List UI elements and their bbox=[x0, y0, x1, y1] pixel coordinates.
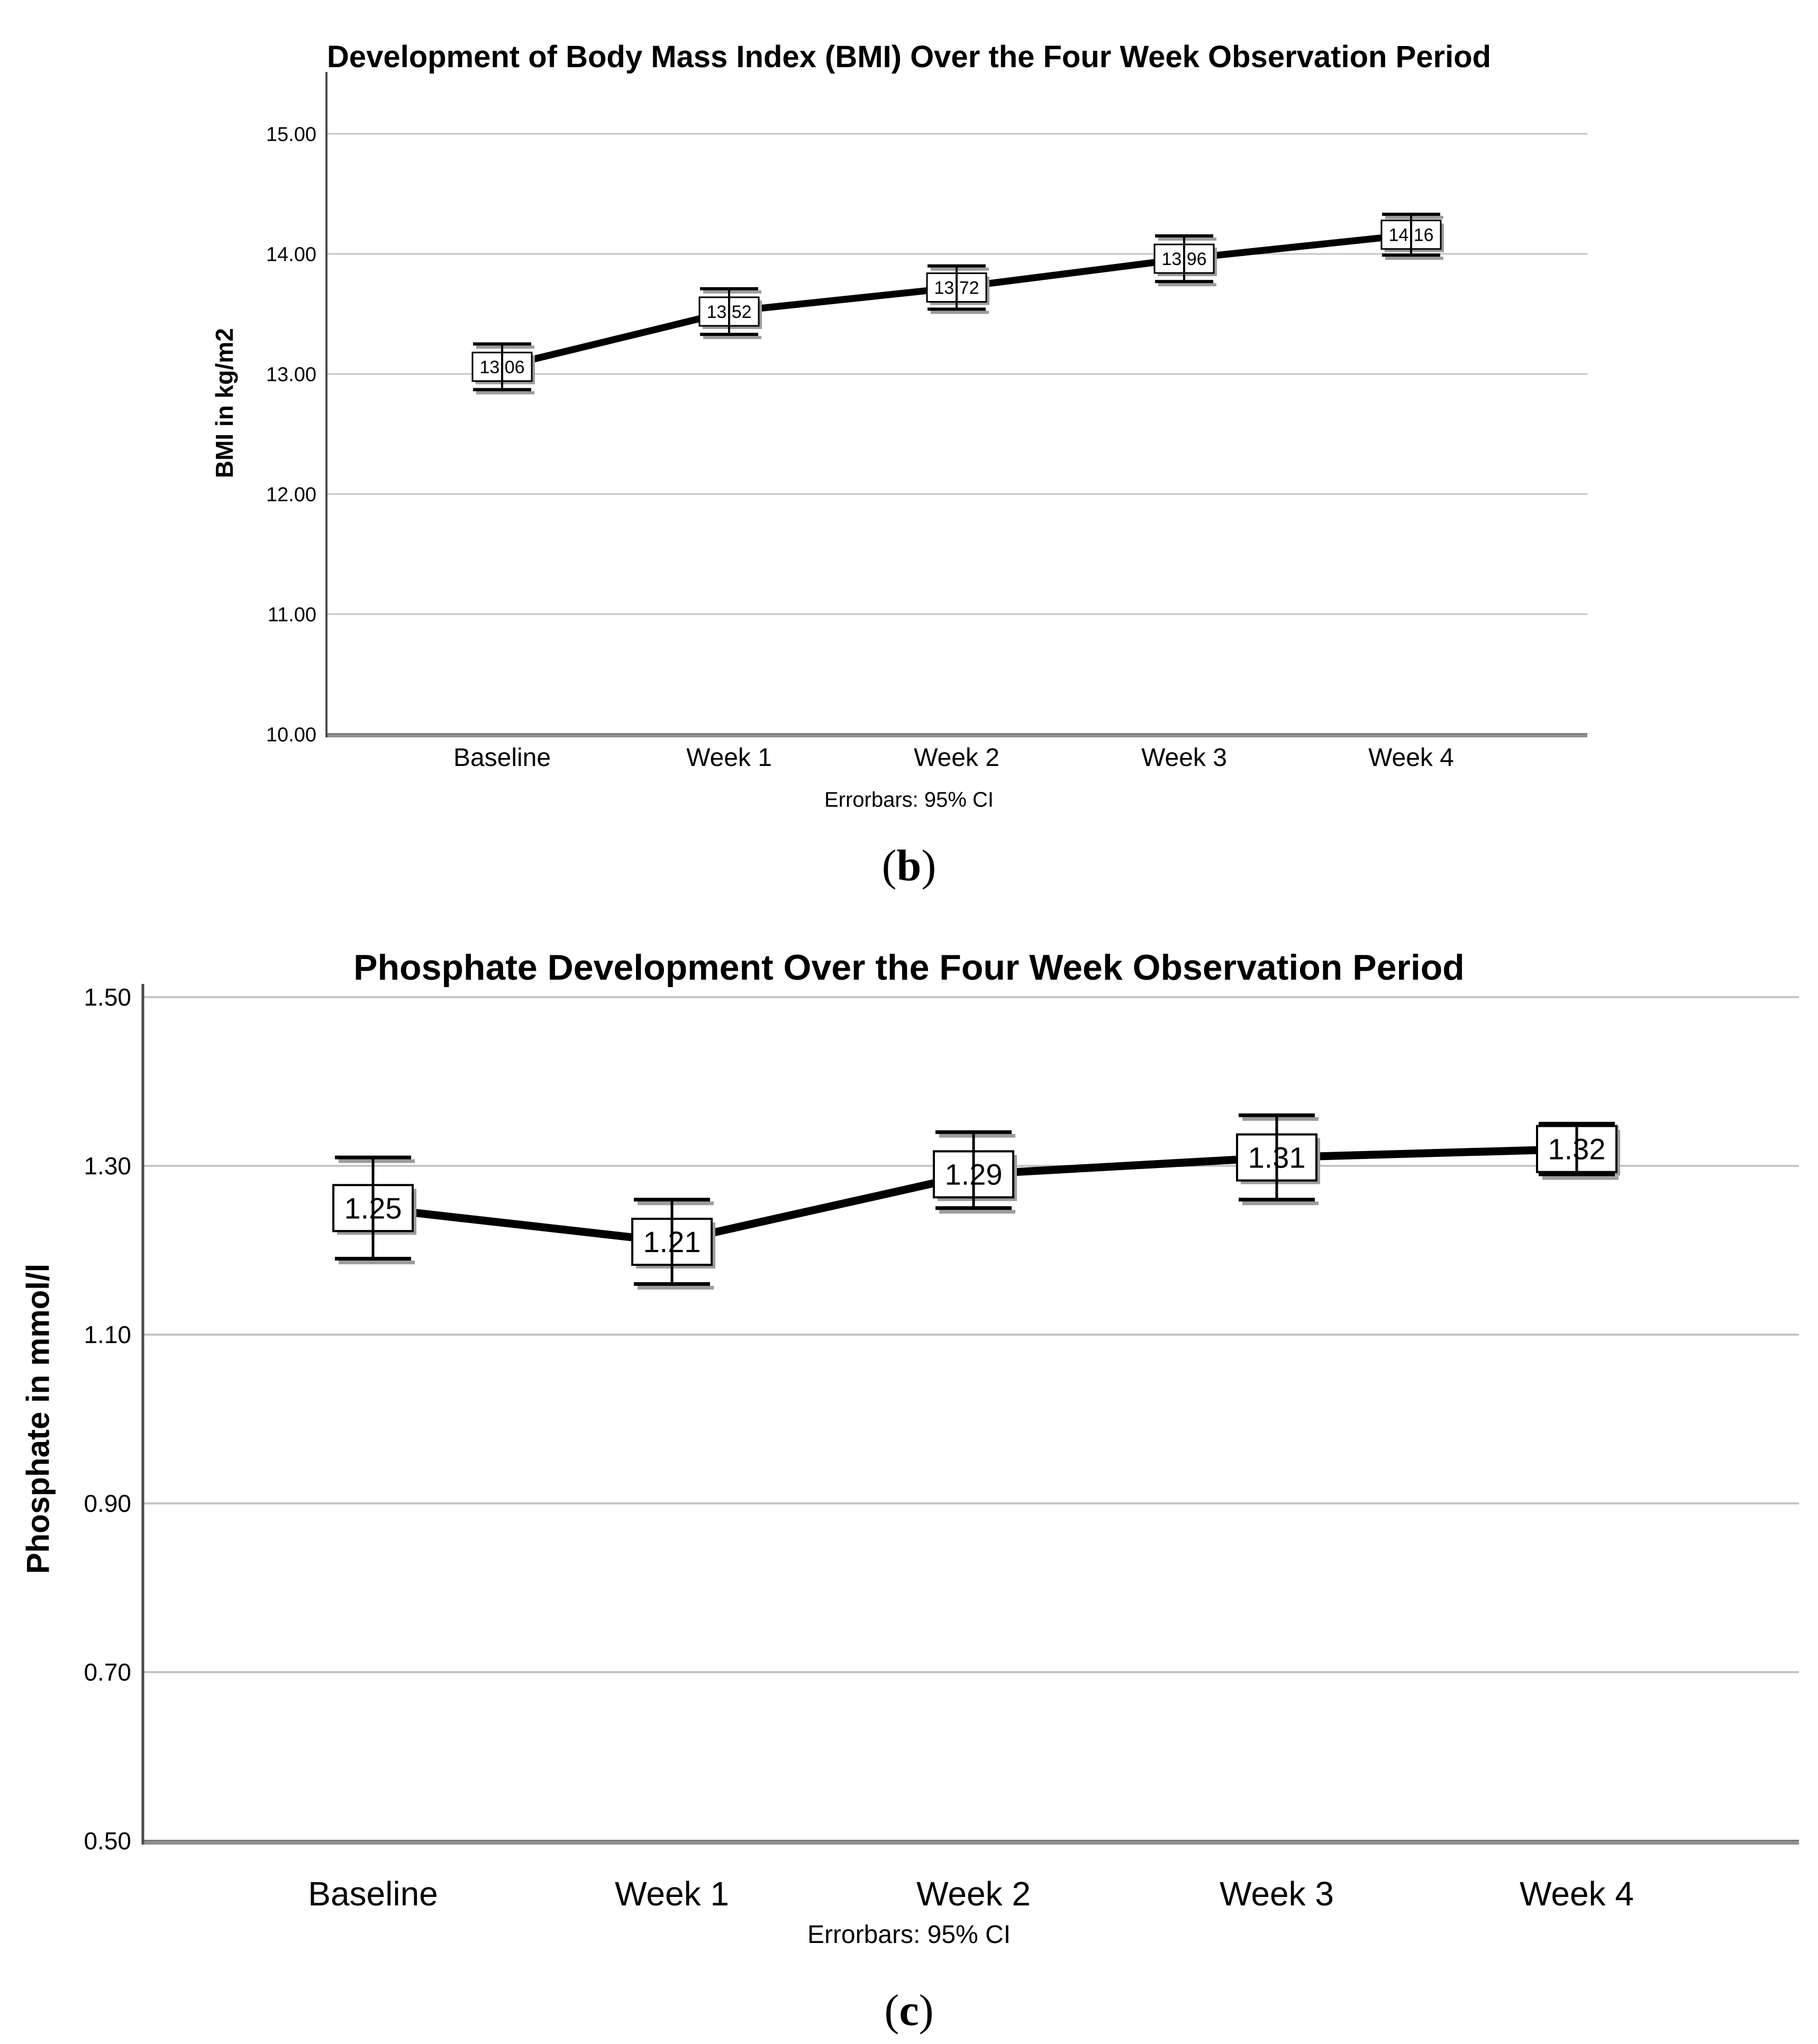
caption-c-letter: c bbox=[899, 1986, 919, 2035]
error-bar-cap-shadow bbox=[939, 1134, 1015, 1138]
error-bar-cap-top bbox=[928, 264, 986, 268]
error-bar-cap-bottom bbox=[1155, 280, 1213, 284]
x-axis-line bbox=[141, 1840, 1799, 1845]
error-bar-cap-bottom bbox=[935, 1206, 1012, 1210]
error-bar-cap-bottom bbox=[1539, 1172, 1615, 1176]
y-tick-label: 1.30 bbox=[84, 1152, 131, 1180]
error-bar-cap-bottom bbox=[928, 307, 986, 311]
x-category-label: Baseline bbox=[308, 1875, 438, 1913]
error-bar-cap-shadow bbox=[703, 336, 761, 340]
y-tick-label: 1.10 bbox=[84, 1321, 131, 1348]
panel-b-caption: (b) bbox=[0, 840, 1818, 891]
x-category-label: Week 2 bbox=[914, 744, 999, 772]
y-tick-label: 11.00 bbox=[268, 604, 316, 626]
bmi-chart-canvas: 10.00 11.00 12.00 13.00 14.00 15.00 Baseline We… bbox=[266, 72, 1587, 772]
error-bar-cap-shadow bbox=[638, 1285, 714, 1290]
caption-c-paren-open: ( bbox=[884, 1986, 899, 2035]
x-category-label: Week 3 bbox=[1220, 1875, 1334, 1913]
y-tick-label: 10.00 bbox=[266, 724, 316, 746]
error-bar-cap-top bbox=[1239, 1113, 1315, 1117]
x-category-label: Week 1 bbox=[615, 1875, 729, 1913]
y-tick-label: 0.70 bbox=[84, 1658, 131, 1686]
error-bar-cap-bottom bbox=[335, 1256, 411, 1261]
error-bar-cap-top bbox=[935, 1130, 1012, 1134]
error-bar-cap-shadow bbox=[703, 290, 761, 294]
error-bar-cap-shadow bbox=[1385, 257, 1443, 260]
error-bar-cap-top bbox=[634, 1198, 710, 1202]
bmi-errorbars-note: Errorbars: 95% CI bbox=[824, 788, 994, 811]
x-category-label: Baseline bbox=[453, 744, 551, 772]
error-bar-cap-bottom bbox=[473, 388, 531, 391]
error-bar-cap-shadow bbox=[939, 1210, 1015, 1214]
error-bar-cap-bottom bbox=[700, 333, 758, 336]
x-category-label: Week 4 bbox=[1368, 744, 1454, 772]
error-bar-cap-shadow bbox=[1242, 1201, 1319, 1206]
caption-c-paren-close: ) bbox=[919, 1986, 934, 2035]
phosphate-chart-title: Phosphate Development Over the Four Week… bbox=[353, 947, 1465, 988]
x-axis-line bbox=[325, 734, 1587, 737]
error-bar-cap-top bbox=[700, 287, 758, 290]
error-bar-cap-shadow bbox=[476, 345, 534, 349]
error-bar-cap-top bbox=[335, 1155, 411, 1160]
phosphate-chart-canvas: 0.50 0.70 0.90 1.10 1.30 1.50 Baseline Week 1 We… bbox=[84, 983, 1799, 1913]
error-bar-cap-shadow bbox=[1542, 1176, 1619, 1180]
error-bar-cap-top bbox=[1382, 213, 1440, 216]
y-tick-label: 0.90 bbox=[84, 1490, 131, 1517]
caption-b-paren-open: ( bbox=[881, 841, 897, 890]
error-bar-cap-top bbox=[1539, 1121, 1615, 1126]
error-bar-cap-shadow bbox=[339, 1159, 415, 1163]
y-tick-label: 0.50 bbox=[84, 1827, 131, 1855]
error-bar-cap-shadow bbox=[931, 311, 989, 314]
bmi-chart-title: Development of Body Mass Index (BMI) Ove… bbox=[326, 40, 1492, 75]
caption-b-paren-close: ) bbox=[921, 841, 937, 890]
x-category-label: Week 2 bbox=[916, 1875, 1031, 1913]
y-tick-label: 13.00 bbox=[266, 363, 316, 386]
error-bar-cap-shadow bbox=[931, 267, 989, 271]
error-bar-cap-shadow bbox=[1158, 283, 1216, 287]
error-bar-cap-bottom bbox=[1382, 253, 1440, 257]
error-bar-cap-shadow bbox=[1242, 1117, 1319, 1121]
y-tick-label: 12.00 bbox=[266, 483, 316, 506]
error-bar-cap-shadow bbox=[339, 1260, 415, 1264]
error-bar-cap-shadow bbox=[1385, 216, 1443, 220]
error-bar-cap-shadow bbox=[476, 391, 534, 395]
panel-c-caption: (c) bbox=[0, 1985, 1818, 2036]
phosphate-errorbars-note: Errorbars: 95% CI bbox=[807, 1921, 1011, 1949]
error-bar-cap-shadow bbox=[638, 1201, 714, 1206]
error-bar-cap-top bbox=[1155, 234, 1213, 238]
error-bar-cap-bottom bbox=[1239, 1198, 1315, 1202]
y-tick-label: 1.50 bbox=[84, 983, 131, 1011]
error-bar-cap-shadow bbox=[1158, 237, 1216, 241]
error-bar-cap-bottom bbox=[634, 1282, 710, 1286]
caption-b-letter: b bbox=[896, 841, 922, 890]
y-tick-label: 14.00 bbox=[266, 243, 316, 266]
x-category-label: Week 4 bbox=[1520, 1875, 1634, 1913]
error-bar-cap-top bbox=[473, 342, 531, 346]
x-category-label: Week 3 bbox=[1141, 744, 1227, 772]
x-category-label: Week 1 bbox=[686, 744, 772, 772]
y-tick-label: 15.00 bbox=[266, 123, 316, 145]
